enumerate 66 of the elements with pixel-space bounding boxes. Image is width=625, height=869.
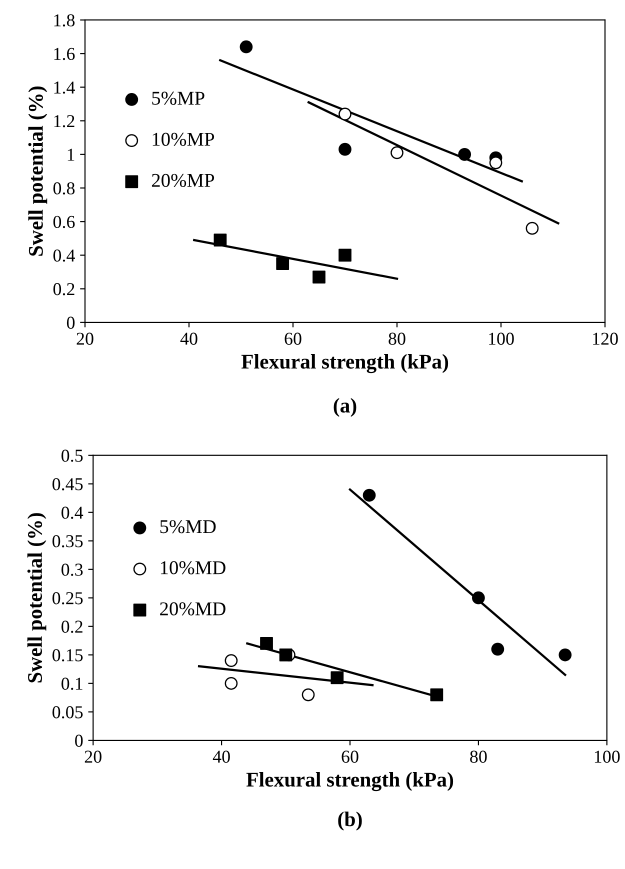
x-tick-label: 80 [388,332,406,345]
point [491,642,504,656]
point [338,142,352,156]
x-tick-label: 40 [180,332,198,345]
point [302,688,315,702]
y-tick-label: 1.4 [54,82,75,94]
point [489,156,502,170]
point [330,671,344,684]
point [214,234,227,247]
legend-label: 20%MD [160,602,226,616]
y-tick-label: 0.15 [52,649,83,662]
legend-label: 10%MD [160,561,226,574]
x-tick-label: 40 [212,750,230,763]
legend-label: 5%MD [160,520,216,534]
y-tick-label: 0.2 [62,620,82,633]
x-tick-label: 20 [84,750,102,763]
x-axis-title: Flexural strength (kPa) [241,354,448,374]
y-tick-label: 0.45 [52,478,83,490]
point [430,688,444,702]
y-tick-label: 0.3 [62,564,83,576]
point [458,148,472,161]
y-tick-label: 0.1 [62,678,82,690]
point [312,270,326,284]
x-tick-label: 80 [470,750,487,763]
y-tick-label: 0.25 [52,592,83,604]
y-tick-label: 0.8 [53,182,75,195]
y-tick-label: 0 [66,316,75,329]
point [279,648,292,662]
x-tick-label: 60 [284,332,302,345]
x-tick-label: 120 [593,332,618,345]
text: (a) [334,398,356,417]
y-tick-label: 0.4 [62,506,84,519]
point [224,676,238,690]
x-tick-label: 100 [594,750,620,763]
y-tick-label: 0.5 [62,450,83,462]
x-tick-label: 20 [76,332,94,345]
point [526,222,539,235]
x-tick-label: 100 [489,332,514,345]
point [472,591,485,604]
point [276,257,290,270]
x-tick-label: 60 [342,750,358,763]
x-axis-title: Flexural strength (kPa) [246,772,454,792]
y-tick-label: 1.8 [54,14,75,27]
y-tick-label: 0.2 [53,283,74,296]
point [558,648,572,662]
y-tick-label: 0 [75,734,83,747]
y-tick-label: 0.05 [52,706,83,718]
y-tick-label: 0.6 [53,216,75,228]
y-tick-label: 0.35 [52,535,83,548]
y-axis-title: Swell potential (%) [28,86,48,256]
point [224,654,238,668]
point [338,248,352,262]
y-tick-label: 1.6 [54,48,75,60]
point [338,108,352,121]
y-tick-label: 1.2 [54,115,74,128]
legend-label: 20%MP [152,174,214,188]
legend-label: 10%MP [152,132,214,146]
legend-label: 5%MP [152,92,204,105]
y-tick-label: 0.4 [53,249,75,262]
point [260,637,273,650]
point [390,146,404,160]
text: (b) [338,812,362,831]
point [240,40,253,54]
y-axis-title: Swell potential (%) [27,513,46,682]
y-tick-label: 1 [68,148,74,161]
point [362,488,376,502]
